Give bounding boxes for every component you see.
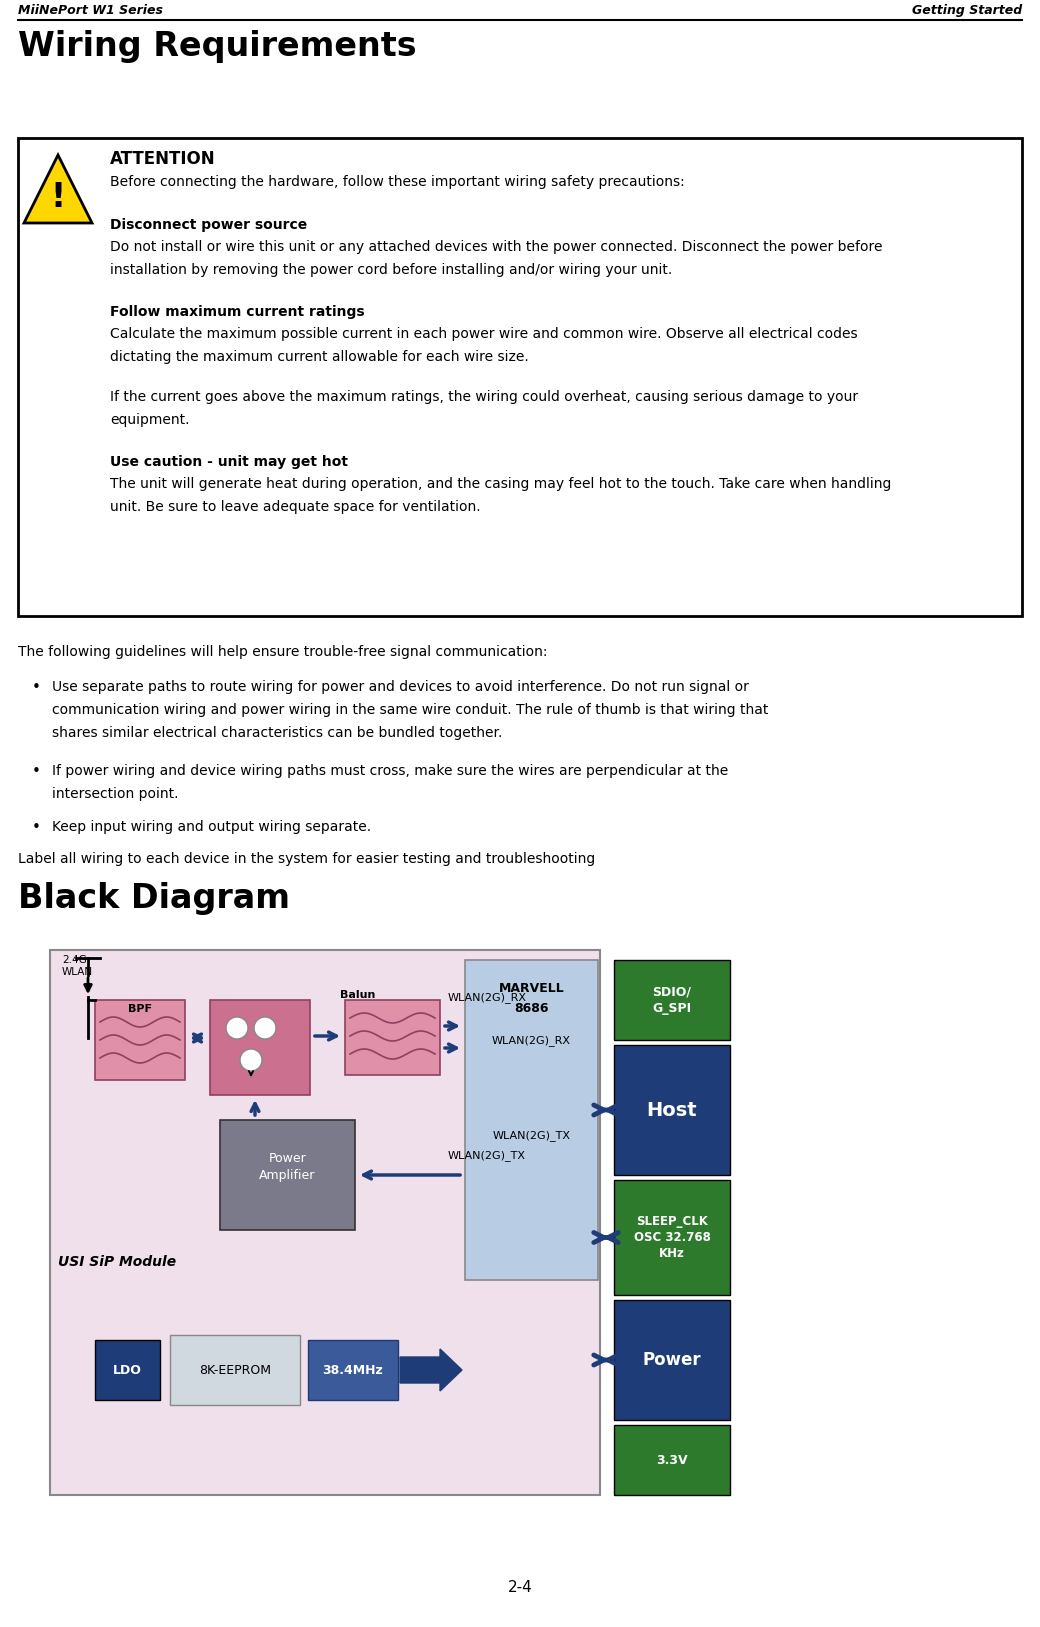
Text: Calculate the maximum possible current in each power wire and common wire. Obser: Calculate the maximum possible current i…: [110, 327, 858, 364]
Text: !: !: [50, 181, 66, 213]
Text: 2-4: 2-4: [508, 1580, 532, 1594]
FancyBboxPatch shape: [308, 1341, 398, 1399]
Text: USI SiP Module: USI SiP Module: [58, 1254, 176, 1269]
Text: LDO: LDO: [113, 1363, 141, 1376]
Text: •: •: [32, 820, 41, 835]
FancyBboxPatch shape: [614, 1425, 730, 1495]
Text: Disconnect power source: Disconnect power source: [110, 218, 307, 233]
Text: Balun: Balun: [340, 989, 375, 1001]
FancyBboxPatch shape: [614, 1180, 730, 1295]
Circle shape: [226, 1017, 248, 1040]
FancyBboxPatch shape: [18, 138, 1022, 617]
Text: If the current goes above the maximum ratings, the wiring could overheat, causin: If the current goes above the maximum ra…: [110, 390, 858, 426]
Text: SDIO/
G_SPI: SDIO/ G_SPI: [652, 986, 692, 1015]
Text: •: •: [32, 765, 41, 779]
Text: BPF: BPF: [128, 1004, 152, 1014]
Text: MARVELL: MARVELL: [498, 983, 565, 996]
Text: SLEEP_CLK
OSC 32.768
KHz: SLEEP_CLK OSC 32.768 KHz: [633, 1215, 710, 1259]
Text: Use caution - unit may get hot: Use caution - unit may get hot: [110, 456, 348, 469]
FancyBboxPatch shape: [614, 1045, 730, 1175]
FancyBboxPatch shape: [95, 1341, 160, 1399]
FancyArrow shape: [400, 1349, 462, 1391]
Text: Power: Power: [643, 1350, 701, 1368]
Polygon shape: [24, 155, 92, 223]
Text: Black Diagram: Black Diagram: [18, 882, 290, 914]
Text: Do not install or wire this unit or any attached devices with the power connecte: Do not install or wire this unit or any …: [110, 241, 883, 277]
Text: 38.4MHz: 38.4MHz: [322, 1363, 384, 1376]
Text: WLAN(2G)_TX: WLAN(2G)_TX: [448, 1150, 526, 1162]
Text: WLAN(2G)_TX: WLAN(2G)_TX: [493, 1131, 571, 1141]
Text: 8K-EEPROM: 8K-EEPROM: [199, 1363, 271, 1376]
FancyBboxPatch shape: [614, 960, 730, 1040]
Text: •: •: [32, 680, 41, 695]
Text: 3.3V: 3.3V: [656, 1453, 687, 1466]
FancyBboxPatch shape: [170, 1336, 300, 1406]
FancyBboxPatch shape: [465, 960, 598, 1280]
Text: Getting Started: Getting Started: [912, 3, 1022, 16]
Text: If power wiring and device wiring paths must cross, make sure the wires are perp: If power wiring and device wiring paths …: [52, 765, 728, 800]
Circle shape: [240, 1049, 262, 1071]
FancyBboxPatch shape: [95, 1001, 185, 1080]
Text: Host: Host: [647, 1100, 697, 1119]
Text: Keep input wiring and output wiring separate.: Keep input wiring and output wiring sepa…: [52, 820, 371, 835]
Text: Follow maximum current ratings: Follow maximum current ratings: [110, 304, 365, 319]
Text: WLAN(2G)_RX: WLAN(2G)_RX: [492, 1035, 571, 1046]
Text: WLAN(2G)_RX: WLAN(2G)_RX: [448, 992, 527, 1002]
FancyBboxPatch shape: [345, 1001, 440, 1075]
FancyBboxPatch shape: [210, 1001, 310, 1095]
Text: Before connecting the hardware, follow these important wiring safety precautions: Before connecting the hardware, follow t…: [110, 176, 684, 189]
Text: MiiNePort W1 Series: MiiNePort W1 Series: [18, 3, 163, 16]
Text: Use separate paths to route wiring for power and devices to avoid interference. : Use separate paths to route wiring for p…: [52, 680, 769, 740]
Circle shape: [254, 1017, 276, 1040]
Text: Power
Amplifier: Power Amplifier: [259, 1152, 316, 1181]
Text: Label all wiring to each device in the system for easier testing and troubleshoo: Label all wiring to each device in the s…: [18, 853, 595, 866]
Text: Wiring Requirements: Wiring Requirements: [18, 29, 417, 63]
Text: The following guidelines will help ensure trouble-free signal communication:: The following guidelines will help ensur…: [18, 644, 547, 659]
Text: The unit will generate heat during operation, and the casing may feel hot to the: The unit will generate heat during opera…: [110, 477, 891, 514]
FancyBboxPatch shape: [614, 1300, 730, 1420]
Text: 8686: 8686: [514, 1002, 549, 1015]
Text: ATTENTION: ATTENTION: [110, 150, 215, 168]
FancyBboxPatch shape: [220, 1119, 355, 1230]
Text: 2.4G
WLAN: 2.4G WLAN: [62, 955, 94, 976]
FancyBboxPatch shape: [50, 950, 600, 1495]
